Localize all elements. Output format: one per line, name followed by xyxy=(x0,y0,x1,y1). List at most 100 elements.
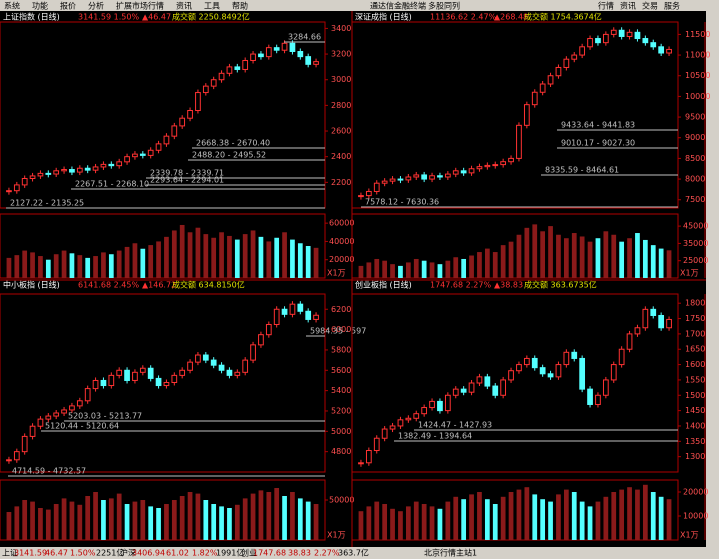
panel-name: 创业板指 (日线) xyxy=(355,280,412,290)
volume-bar xyxy=(524,487,530,540)
candle xyxy=(155,377,162,387)
volume-bar xyxy=(6,512,12,540)
candle xyxy=(297,51,304,58)
menu-item[interactable]: 报价 xyxy=(60,1,76,11)
y-tick-label: 1400 xyxy=(685,421,705,430)
volume-bar xyxy=(366,506,372,540)
level-label: 2267.51 - 2268.10 xyxy=(75,180,149,189)
menu-item[interactable]: 扩展市场行情 xyxy=(116,1,164,11)
right-menu-item[interactable]: 交易 xyxy=(642,1,658,11)
candle xyxy=(218,364,225,371)
volume-bar xyxy=(22,500,28,540)
menu-item[interactable]: 工具 xyxy=(204,2,220,11)
candle xyxy=(179,117,186,127)
candle xyxy=(587,38,593,48)
candle xyxy=(373,182,380,192)
candle xyxy=(21,177,28,186)
menu-item[interactable]: 资讯 xyxy=(176,1,192,11)
candle xyxy=(84,388,91,402)
candle xyxy=(218,72,225,81)
volume-bar xyxy=(421,260,427,278)
volume-bar xyxy=(563,238,569,278)
volume-bar xyxy=(469,494,474,540)
volume-bar xyxy=(484,248,490,278)
volume-bar xyxy=(203,234,209,278)
menu-item[interactable]: 系统 xyxy=(4,1,20,11)
volume-bar xyxy=(445,501,451,540)
candle xyxy=(595,38,601,44)
volume-bar xyxy=(595,501,601,540)
level-label: 2488.20 - 2495.52 xyxy=(192,151,266,160)
price-frame xyxy=(351,21,679,209)
candle xyxy=(358,195,364,198)
y-tick-label: 5400 xyxy=(331,386,351,395)
candle xyxy=(476,376,483,384)
candle xyxy=(500,379,507,396)
volume-bar xyxy=(516,489,522,540)
y-tick-label: 5600 xyxy=(331,366,351,375)
volume-bar xyxy=(563,489,569,540)
candle xyxy=(313,61,319,65)
volume-bar xyxy=(85,496,91,540)
candle xyxy=(429,400,435,409)
candle xyxy=(265,47,272,58)
panel-name: 上证指数 (日线) xyxy=(3,12,60,22)
candle xyxy=(421,174,428,180)
candle xyxy=(21,435,28,453)
candle xyxy=(210,79,217,87)
volume-bar xyxy=(305,246,311,278)
candle xyxy=(437,175,443,178)
candle xyxy=(634,327,641,335)
vol-unit: X1万 xyxy=(680,269,699,278)
level-label: 2127.22 - 2135.25 xyxy=(10,199,84,208)
volume-bar xyxy=(242,498,248,540)
right-menu-item[interactable]: 资讯 xyxy=(620,1,636,11)
y-tick-label: 8000 xyxy=(685,175,705,184)
volume-bar xyxy=(461,258,467,278)
candle xyxy=(358,462,364,465)
vol-tick-label: 20000 xyxy=(329,255,354,264)
candle xyxy=(531,91,538,106)
app-title: 通达信金融终端 xyxy=(370,1,426,11)
level-label: 4714.59 - 4732.57 xyxy=(12,467,86,476)
candle xyxy=(76,400,83,407)
candle xyxy=(171,125,178,137)
volume-bar xyxy=(429,506,435,540)
candle xyxy=(202,85,209,94)
volume-bar xyxy=(53,254,59,278)
menu-item[interactable]: 功能 xyxy=(32,1,48,11)
candle xyxy=(281,42,288,51)
right-menu-item[interactable]: 行情 xyxy=(598,1,614,11)
candle xyxy=(163,381,170,387)
candle xyxy=(210,359,217,366)
menu-item[interactable]: 帮助 xyxy=(232,1,248,11)
volume-bar xyxy=(282,496,287,540)
volume-bar xyxy=(540,231,546,278)
volume-bar xyxy=(374,258,380,278)
volume-bar xyxy=(22,250,28,278)
candle xyxy=(6,190,12,193)
volume-bar xyxy=(627,238,632,278)
candle xyxy=(555,66,562,77)
volume-bar xyxy=(250,230,256,278)
price-frame xyxy=(351,293,679,473)
right-menu-item[interactable]: 服务 xyxy=(664,1,680,11)
volume-bar xyxy=(14,506,20,540)
candle xyxy=(666,318,672,329)
volume-bar xyxy=(611,492,617,540)
menu-item[interactable]: 分析 xyxy=(88,1,104,11)
vol-tick-label: 10000 xyxy=(683,512,708,521)
vol-tick-label: 35000 xyxy=(683,239,708,248)
candle xyxy=(421,407,428,415)
candle xyxy=(634,31,641,40)
volume-bar xyxy=(635,489,640,540)
candle xyxy=(595,394,601,405)
candle xyxy=(69,169,75,173)
y-tick-label: 10000 xyxy=(685,92,710,101)
volume-bar xyxy=(187,232,193,278)
candle xyxy=(163,135,170,145)
candle xyxy=(484,164,491,168)
volume-bar xyxy=(405,262,411,278)
y-tick-label: 1550 xyxy=(685,375,705,384)
candle xyxy=(405,176,412,181)
